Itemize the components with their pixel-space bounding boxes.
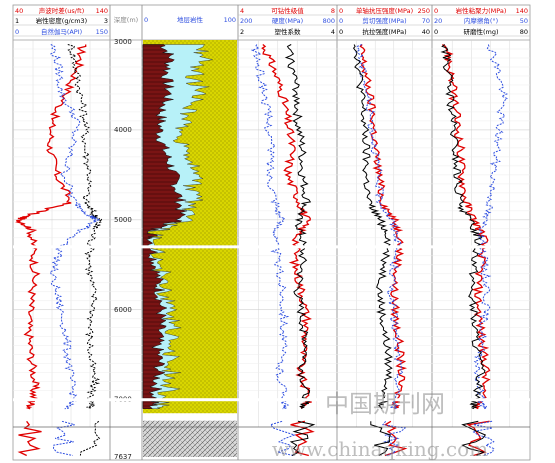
track3-header-name-2: 塑性系数 [275, 27, 302, 36]
track4-header-max-2: 40 [422, 28, 430, 36]
lithology-column [142, 40, 237, 457]
track3-header-name-1: 硬度(MPa) [272, 16, 303, 25]
track1-header-name-2: 自然伽马(API) [41, 27, 82, 36]
depth-tick-3000: 3000 [114, 38, 132, 46]
track1-header: 40 声波时差(us/ft) 140 1 岩性密度(g/cm3) 3 0 自然伽马(API) 1… [13, 6, 110, 37]
track4-header-max-0: 250 [418, 7, 430, 15]
track4-header-name-2: 抗拉强度(MPa) [362, 27, 406, 36]
track5-header: 0 岩性粘聚力(MPa) 140 20 内摩擦角(°) 50 0 研磨性(mg) 80 [432, 6, 530, 37]
track2-header-name-0: 地层岩性 [177, 15, 204, 24]
depth-header: 深度(m) [114, 15, 138, 24]
track1-curve-1 [67, 44, 102, 409]
track4-header-name-1: 剪切强度(MPa) [362, 16, 406, 25]
track1-curve-2 [49, 44, 101, 410]
track5-header-max-0: 140 [516, 7, 528, 15]
depth-axis-label: 深度(m) [114, 15, 138, 24]
track2-header-max-0: 100 [224, 16, 236, 24]
track1-header-min-2: 0 [15, 28, 19, 36]
track4-header-min-2: 0 [339, 28, 343, 36]
track5-curve-base-1 [471, 420, 495, 456]
gap-band-1 [13, 398, 530, 402]
depth-tick-7637: 7637 [114, 453, 132, 461]
depth-tick-4000: 4000 [114, 126, 132, 134]
track4-header-name-0: 单轴抗压强度(MPa) [356, 6, 413, 15]
depth-tick-6000: 6000 [114, 306, 132, 314]
track3-curve-2 [284, 44, 312, 409]
track5-curve-1 [473, 44, 508, 410]
depth-tick-5000: 5000 [114, 216, 132, 224]
lithology-base-interval [143, 420, 237, 457]
watermark-url: www.chinaqking.com [272, 437, 488, 461]
track3-header: 4 可钻性级值 8 200 硬度(MPa) 800 2 塑性系数 4 [238, 6, 337, 37]
track1-header-name-0: 声波时差(us/ft) [39, 6, 85, 15]
track1-curve-0 [15, 44, 87, 410]
watermark-cn: 中国期刊网 [325, 390, 445, 418]
track3-header-min-0: 4 [240, 7, 244, 15]
track5-header-min-2: 0 [434, 28, 438, 36]
lithology-shale [142, 44, 188, 409]
track5-header-name-2: 研磨性(mg) [463, 27, 498, 36]
track3-header-min-1: 200 [240, 17, 252, 25]
track4-header: 0 单轴抗压强度(MPa) 250 0 剪切强度(MPa) 70 0 抗拉强度(MPa) 40 [337, 6, 432, 37]
track3-header-max-2: 4 [331, 28, 335, 36]
track4-header-min-0: 0 [339, 7, 343, 15]
track5-header-min-0: 0 [434, 7, 438, 15]
gap-bands [13, 245, 530, 402]
track1-header-max-0: 140 [96, 7, 108, 15]
track1-curve-base-2 [52, 420, 75, 456]
track5-header-min-1: 20 [434, 17, 442, 25]
track1-header-max-2: 150 [96, 28, 108, 36]
track3-curve-1 [250, 44, 290, 410]
track3-header-min-2: 2 [240, 28, 244, 36]
track5-header-max-1: 50 [520, 17, 528, 25]
track4-header-min-1: 0 [339, 17, 343, 25]
track4-header-max-1: 70 [422, 17, 430, 25]
track5-header-name-1: 内摩擦角(°) [464, 16, 498, 25]
track3-header-max-0: 8 [331, 7, 335, 15]
track3-header-max-1: 800 [323, 17, 335, 25]
track3-header-name-0: 可钻性级值 [271, 6, 304, 15]
track-separators [109, 5, 433, 460]
track5-curve-2 [440, 44, 486, 410]
track2-header: 0 地层岩性 100 [144, 15, 236, 24]
track4-curve-2 [352, 44, 394, 410]
gap-band-0 [13, 245, 530, 249]
track1-header-max-1: 3 [104, 17, 108, 25]
track5-header-name-0: 岩性粘聚力(MPa) [456, 6, 507, 15]
track1-header-min-0: 40 [15, 7, 23, 15]
track4-curve-1 [355, 44, 404, 410]
track2-header-min-0: 0 [144, 16, 148, 24]
track4-curves [352, 44, 408, 457]
track1-header-min-1: 1 [15, 17, 19, 25]
track4-curve-0 [359, 44, 408, 410]
track3-curve-base-1 [269, 420, 296, 456]
track5-header-max-2: 80 [520, 28, 528, 36]
track1-header-name-1: 岩性密度(g/cm3) [36, 16, 87, 25]
chart-frame [12, 4, 531, 461]
